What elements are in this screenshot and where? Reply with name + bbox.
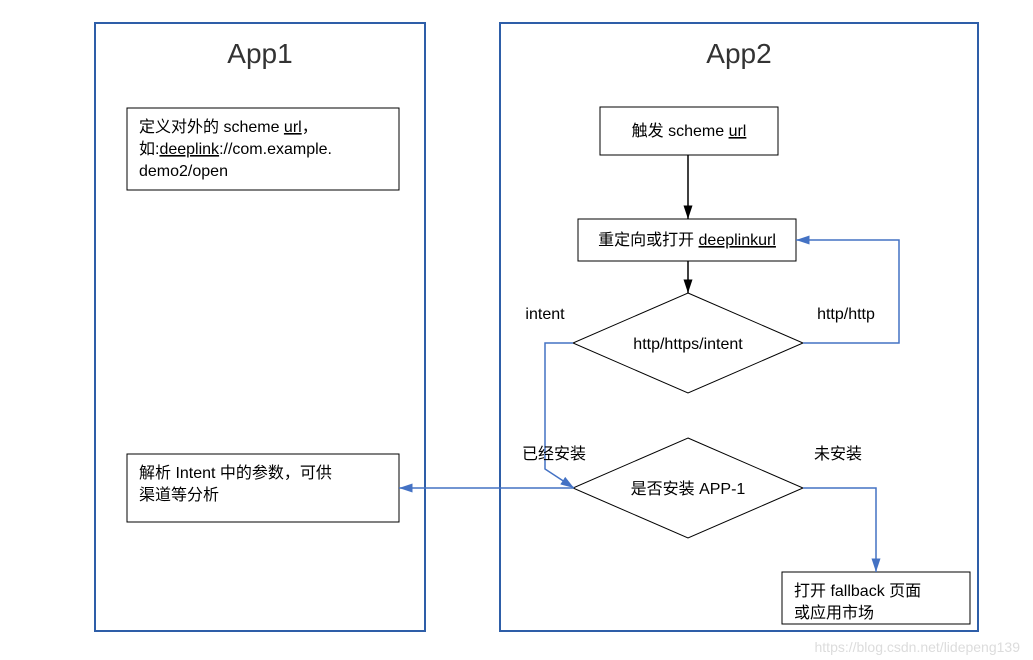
- edge-label-e6: 未安装: [814, 445, 862, 463]
- node-n3: 触发 scheme url: [600, 107, 778, 155]
- node-text: 定义对外的 scheme url，: [139, 118, 318, 136]
- edge-label-e3: intent: [525, 306, 565, 323]
- svg-text:http/https/intent: http/https/intent: [633, 336, 743, 353]
- flowchart-diagram: App1 App2 定义对外的 scheme url， 如:deeplink://co…: [0, 0, 1033, 660]
- edge-e4: [796, 240, 899, 343]
- container-title-app2: App2: [706, 38, 771, 69]
- node-text: demo2/open: [139, 163, 228, 180]
- node-text: 解析 Intent 中的参数，可供: [139, 464, 332, 482]
- node-n7: 打开 fallback 页面或应用市场: [782, 572, 970, 624]
- node-text: 或应用市场: [794, 603, 874, 622]
- node-n4: 重定向或打开 deeplinkurl: [578, 219, 796, 261]
- edge-label-e5: 已经安装: [522, 445, 586, 463]
- edge-e6: [803, 488, 876, 572]
- edge-e3: [545, 343, 574, 488]
- node-text: 如:deeplink://com.example.: [139, 140, 332, 158]
- node-n5: http/https/intent: [573, 293, 803, 393]
- node-n2: 解析 Intent 中的参数，可供渠道等分析: [127, 454, 399, 522]
- container-title-app1: App1: [227, 38, 292, 69]
- node-text: 触发 scheme url: [632, 122, 747, 140]
- watermark: https://blog.csdn.net/lidepeng139: [815, 639, 1021, 655]
- node-text: 渠道等分析: [139, 486, 219, 504]
- node-text: 重定向或打开 deeplinkurl: [598, 231, 776, 249]
- node-text: 打开 fallback 页面: [794, 582, 921, 600]
- node-n6: 是否安装 APP-1: [573, 438, 803, 538]
- svg-text:是否安装 APP-1: 是否安装 APP-1: [631, 480, 746, 498]
- edge-label-e4: http/http: [817, 306, 875, 323]
- node-n1: 定义对外的 scheme url， 如:deeplink://com.exampl…: [127, 108, 399, 190]
